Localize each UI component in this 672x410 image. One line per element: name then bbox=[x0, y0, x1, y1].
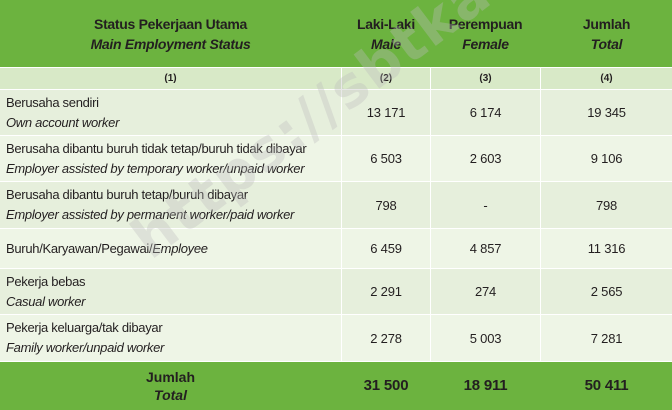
row-label-en: Own account worker bbox=[6, 114, 120, 130]
total-label: Jumlah Total bbox=[0, 362, 341, 410]
row-label-en: Employer assisted by permanent worker/pa… bbox=[6, 207, 295, 222]
total-male-value: 31 500 bbox=[363, 377, 409, 394]
total-value: 7 281 bbox=[590, 330, 623, 346]
header-total-id: Jumlah bbox=[582, 15, 631, 32]
total-value: 19 345 bbox=[587, 105, 626, 120]
header-female-en: Female bbox=[462, 35, 509, 52]
male-value: 2 291 bbox=[370, 284, 402, 299]
row-label: Pekerja keluarga/tak dibayar Family work… bbox=[0, 315, 341, 361]
female-value: 274 bbox=[474, 284, 497, 299]
row-label-en: Family worker/unpaid worker bbox=[6, 340, 165, 355]
row-label: Pekerja bebas Casual worker bbox=[0, 269, 341, 314]
header-total-en: Total bbox=[590, 35, 623, 52]
total-value: 11 316 bbox=[587, 241, 626, 256]
total-value: 2 565 bbox=[590, 284, 623, 299]
table-row: Pekerja bebas Casual worker 2 291 274 2 … bbox=[0, 269, 672, 314]
row-label: Berusaha dibantu buruh tetap/buruh dibay… bbox=[0, 182, 341, 228]
row-label-en: Casual worker bbox=[6, 293, 86, 309]
row-label-en: Employer assisted by temporary worker/un… bbox=[6, 160, 305, 176]
row-label-en: Employee bbox=[152, 240, 208, 256]
column-number-row: (1) (2) (3) (4) bbox=[0, 68, 672, 89]
female-value: 5 003 bbox=[469, 330, 502, 346]
colnum-1: (1) bbox=[164, 73, 177, 84]
total-label-en: Total bbox=[154, 387, 187, 403]
header-total: Jumlah Total bbox=[541, 0, 672, 67]
female-value: - bbox=[483, 197, 488, 213]
row-label: Buruh/Karyawan/Pegawai/Employee bbox=[0, 229, 341, 268]
header-status-id: Status Pekerjaan Utama bbox=[94, 15, 247, 32]
header-male-id: Laki-Laki bbox=[357, 15, 415, 32]
table-row: Berusaha dibantu buruh tidak tetap/buruh… bbox=[0, 136, 672, 181]
total-female-value: 18 911 bbox=[463, 377, 508, 394]
header-male: Laki-Laki Male bbox=[342, 0, 430, 67]
table-row: Pekerja keluarga/tak dibayar Family work… bbox=[0, 315, 672, 361]
colnum-2: (2) bbox=[379, 73, 393, 84]
total-value: 9 106 bbox=[590, 151, 623, 166]
header-status: Status Pekerjaan Utama Main Employment S… bbox=[0, 0, 341, 67]
row-label-id: Pekerja bebas bbox=[6, 273, 86, 289]
row-label-id: Berusaha dibantu buruh tidak tetap/buruh… bbox=[6, 140, 307, 156]
header-status-en: Main Employment Status bbox=[90, 35, 251, 52]
total-label-id: Jumlah bbox=[145, 369, 195, 385]
female-value: 6 174 bbox=[469, 105, 502, 120]
row-label-id: Berusaha sendiri bbox=[6, 94, 99, 110]
row-label-id: Buruh/Karyawan/Pegawai/ bbox=[6, 240, 153, 256]
row-label-id: Pekerja keluarga/tak dibayar bbox=[6, 320, 163, 335]
female-value: 2 603 bbox=[469, 151, 502, 166]
male-value: 6 459 bbox=[370, 241, 402, 256]
grand-total-value: 50 411 bbox=[584, 377, 629, 394]
row-label: Berusaha sendiri Own account worker bbox=[0, 90, 341, 135]
male-value: 6 503 bbox=[370, 151, 402, 166]
male-value: 798 bbox=[375, 197, 397, 213]
row-label: Berusaha dibantu buruh tidak tetap/buruh… bbox=[0, 136, 341, 181]
header-male-en: Male bbox=[371, 35, 401, 52]
table-total-row: Jumlah Total 31 500 18 911 50 411 bbox=[0, 362, 672, 410]
male-value: 2 278 bbox=[370, 330, 402, 346]
table-header: Status Pekerjaan Utama Main Employment S… bbox=[0, 0, 672, 67]
colnum-3: (3) bbox=[479, 73, 492, 84]
row-label-id: Berusaha dibantu buruh tetap/buruh dibay… bbox=[6, 187, 248, 202]
total-value: 798 bbox=[595, 197, 618, 213]
table-row: Berusaha sendiri Own account worker 13 1… bbox=[0, 90, 672, 135]
table-row: Buruh/Karyawan/Pegawai/Employee 6 459 4 … bbox=[0, 229, 672, 268]
header-female: Perempuan Female bbox=[431, 0, 540, 67]
row-label-text: Buruh/Karyawan/Pegawai/Employee bbox=[6, 239, 341, 259]
male-value: 13 171 bbox=[366, 105, 406, 120]
header-female-id: Perempuan bbox=[448, 15, 523, 32]
colnum-4: (4) bbox=[600, 73, 613, 84]
table-row: Berusaha dibantu buruh tetap/buruh dibay… bbox=[0, 182, 672, 228]
female-value: 4 857 bbox=[469, 241, 502, 256]
